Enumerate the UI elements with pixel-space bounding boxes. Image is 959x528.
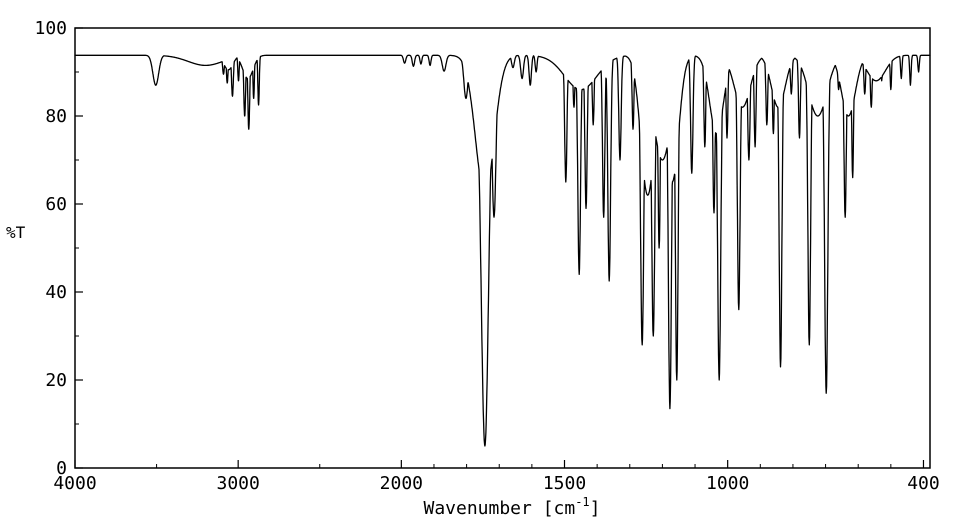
y-tick-label: 0 — [56, 458, 67, 479]
x-tick-label: 2000 — [380, 473, 423, 494]
x-axis-title-superscript: -1 — [575, 495, 589, 509]
y-tick-label: 80 — [45, 106, 67, 127]
y-tick-label: 40 — [45, 282, 67, 303]
x-tick-label: 1000 — [706, 473, 749, 494]
y-axis-title: %T — [6, 223, 26, 242]
x-tick-label: 1500 — [543, 473, 586, 494]
x-axis-title: Wavenumber [cm-1] — [423, 495, 600, 519]
spectrum-curve — [74, 54, 931, 447]
axis-ticks — [74, 27, 925, 469]
x-axis-title-main: Wavenumber [cm — [423, 498, 575, 519]
x-axis-title-close: ] — [590, 498, 601, 519]
y-tick-label: 100 — [34, 18, 67, 39]
x-tick-label: 3000 — [216, 473, 259, 494]
x-tick-label: 4000 — [53, 473, 96, 494]
x-tick-label: 400 — [907, 473, 940, 494]
y-tick-label: 20 — [45, 370, 67, 391]
plot-border — [74, 27, 931, 469]
y-tick-label: 60 — [45, 194, 67, 215]
